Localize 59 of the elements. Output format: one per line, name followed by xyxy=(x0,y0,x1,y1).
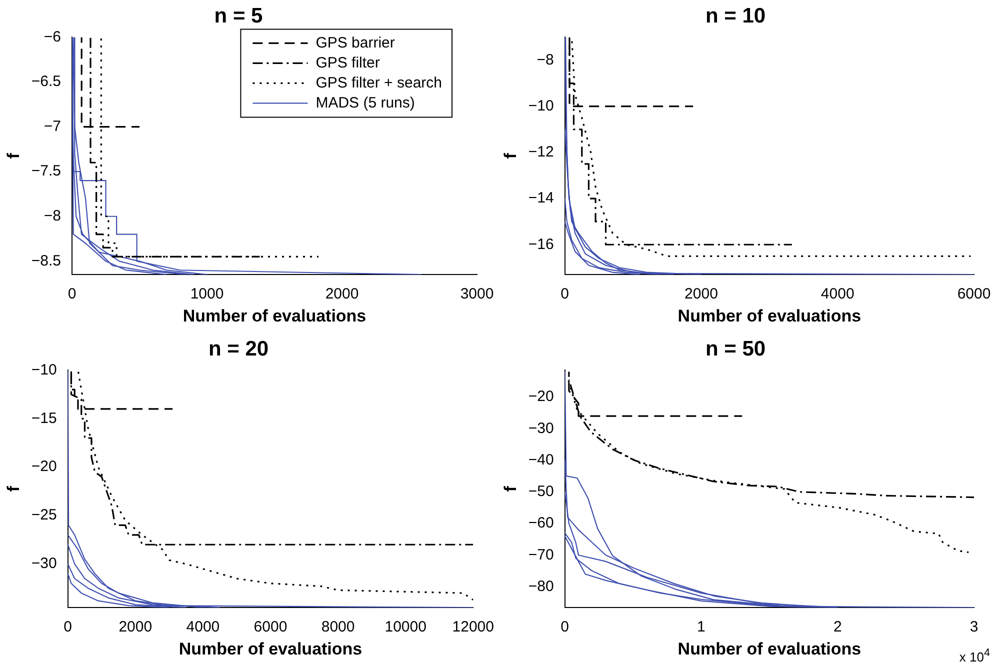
y-axis-title: f xyxy=(500,486,520,492)
x-tick-label: 2000 xyxy=(684,286,718,303)
x-axis-title: Number of evaluations xyxy=(678,306,862,326)
x-tick-label: 4000 xyxy=(820,286,854,303)
chart-title: n = 20 xyxy=(208,337,269,360)
y-tick-label: −16 xyxy=(528,236,554,253)
x-tick-label: 1000 xyxy=(190,286,224,303)
x-tick-label: 0 xyxy=(560,286,570,303)
y-axis-title: f xyxy=(4,486,23,492)
x-tick-label: 0 xyxy=(64,618,72,636)
y-tick-label: −6 xyxy=(44,28,62,46)
x-tick-label: 0 xyxy=(560,618,570,636)
chart-title: n = 10 xyxy=(705,4,766,28)
x-tick-label: 1 xyxy=(697,618,706,636)
y-tick-label: −60 xyxy=(528,514,554,532)
x-axis-title: Number of evaluations xyxy=(678,639,862,658)
y-tick-label: −40 xyxy=(528,451,554,468)
legend-label: GPS barrier xyxy=(316,34,395,52)
y-tick-label: −30 xyxy=(528,420,554,437)
x-tick-label: 6000 xyxy=(957,286,991,303)
y-tick-label: −6.5 xyxy=(31,73,62,90)
x-tick-label: 10000 xyxy=(384,618,426,636)
chart-title: n = 5 xyxy=(214,4,264,28)
x-tick-label: 3000 xyxy=(460,286,494,303)
y-tick-label: −14 xyxy=(528,190,554,207)
legend-label: GPS filter xyxy=(316,54,380,72)
x-tick-label: 6000 xyxy=(254,618,288,636)
text: x 10$^{4}$ xyxy=(959,646,990,664)
y-tick-label: −8.5 xyxy=(31,252,62,270)
y-tick-label: −8 xyxy=(44,208,62,225)
y-tick-label: −70 xyxy=(528,546,554,564)
y-tick-label: −12 xyxy=(528,144,554,161)
y-tick-label: −20 xyxy=(528,388,554,406)
y-tick-label: −15 xyxy=(31,410,57,427)
x-tick-label: 4000 xyxy=(186,618,220,636)
y-axis-title: f xyxy=(500,152,520,159)
x-axis-title: Number of evaluations xyxy=(178,639,362,658)
x-tick-label: 2 xyxy=(833,618,842,636)
x-tick-label: 8000 xyxy=(321,618,355,636)
y-tick-label: −7 xyxy=(44,118,62,135)
y-tick-label: −7.5 xyxy=(31,162,62,180)
y-tick-label: −30 xyxy=(31,555,57,572)
legend-label: MADS (5 runs) xyxy=(316,94,415,112)
x-tick-label: 2000 xyxy=(118,618,152,636)
chart-title: n = 50 xyxy=(705,337,766,360)
y-tick-label: −10 xyxy=(31,361,57,378)
x-tick-label: 2000 xyxy=(325,286,359,303)
x-tick-label: 12000 xyxy=(452,618,494,636)
y-tick-label: −50 xyxy=(528,483,554,500)
x-tick-label: 3 xyxy=(970,618,978,636)
y-tick-label: −8 xyxy=(536,51,554,68)
y-tick-label: −20 xyxy=(31,458,57,476)
y-tick-label: −10 xyxy=(528,97,554,114)
x-tick-label: 0 xyxy=(68,286,76,303)
legend-label: GPS filter + search xyxy=(316,74,442,92)
y-axis-title: f xyxy=(4,152,23,159)
y-tick-label: −25 xyxy=(31,506,57,524)
y-tick-label: −80 xyxy=(528,578,554,595)
x-axis-title: Number of evaluations xyxy=(182,306,366,326)
